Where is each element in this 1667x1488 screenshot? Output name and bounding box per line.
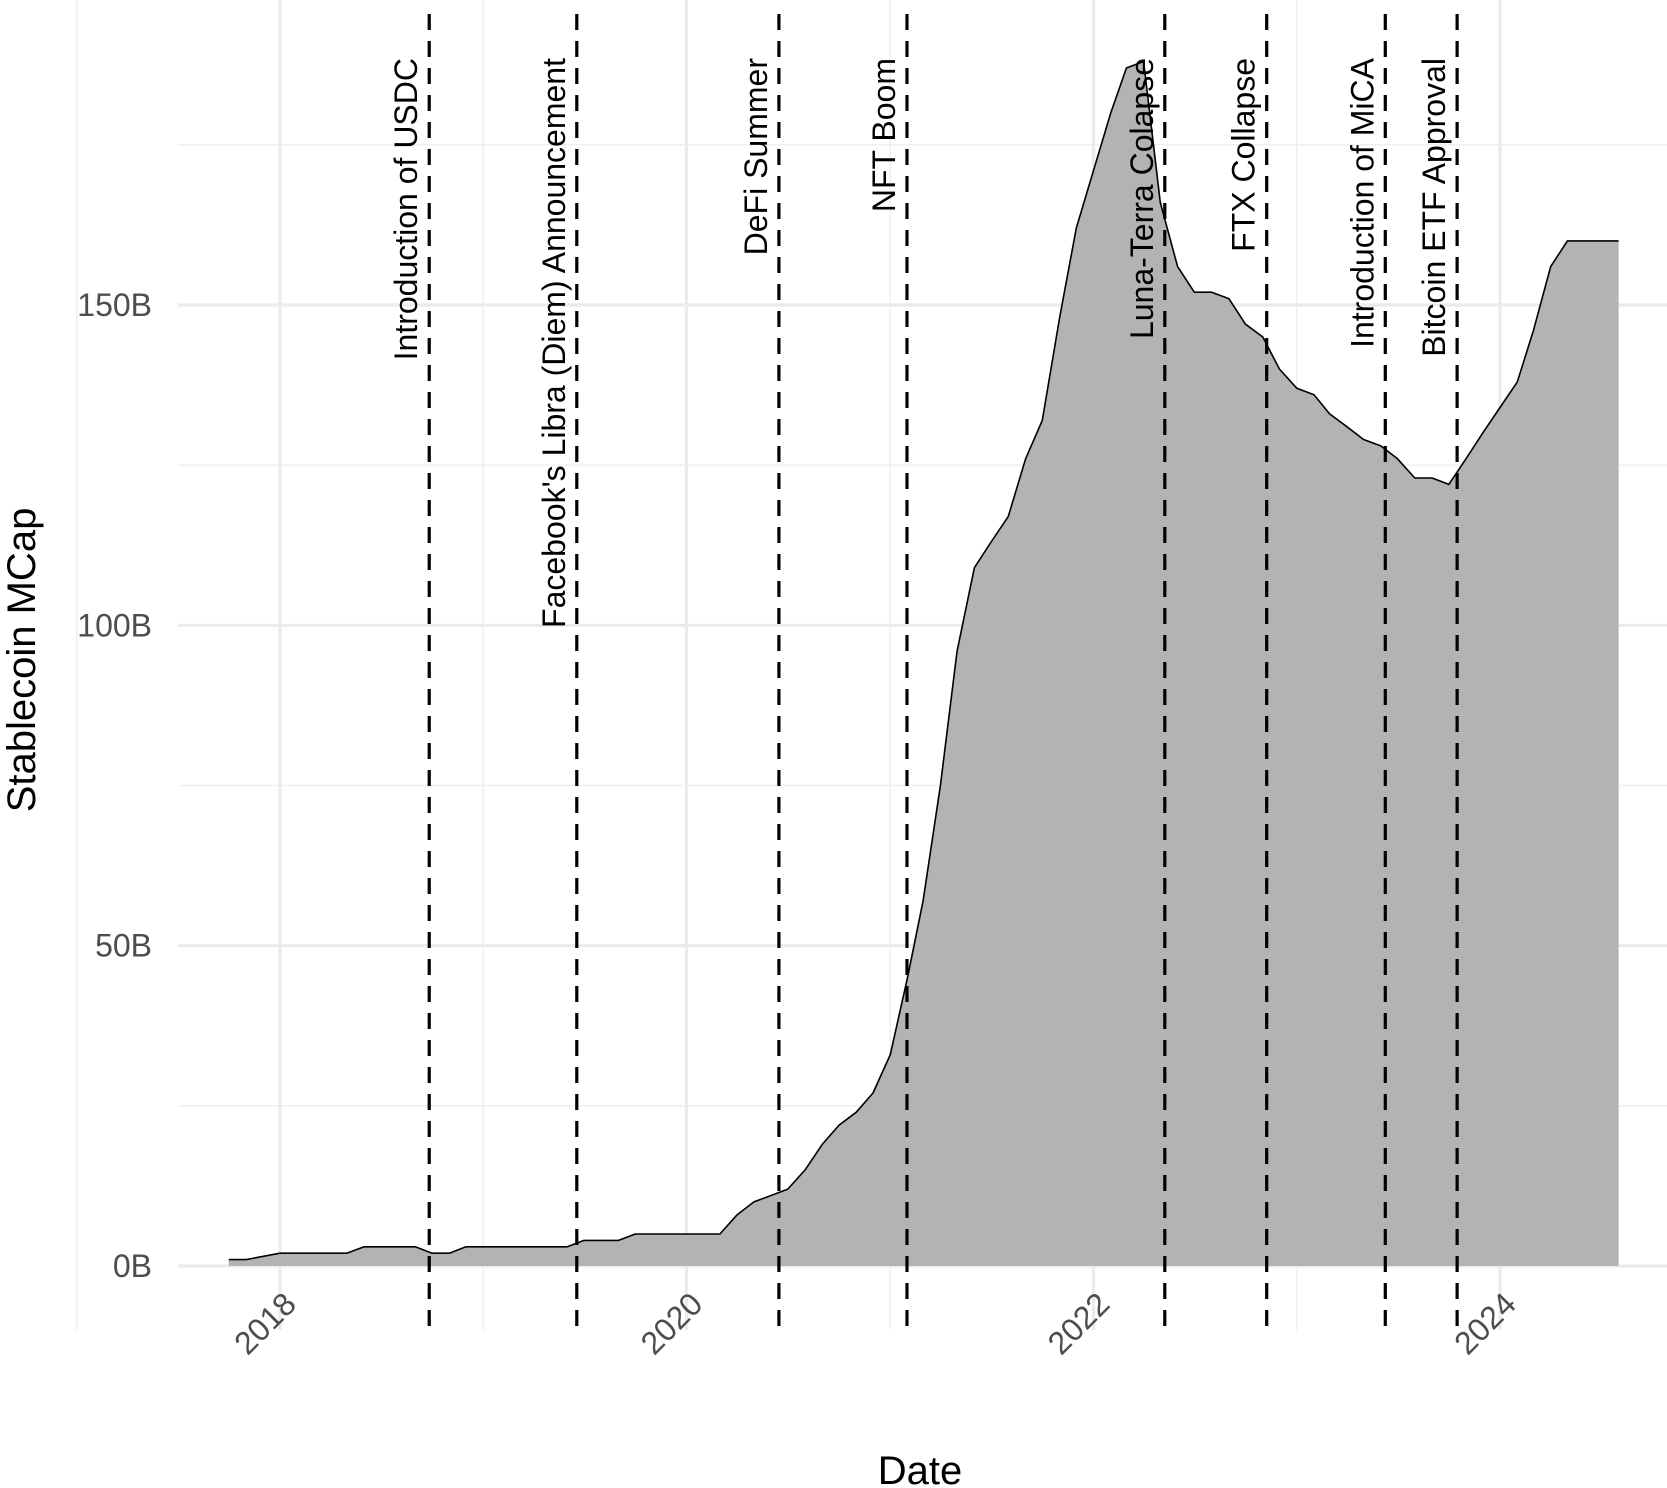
series-layer: [228, 60, 1619, 1266]
event-markers: Introduction of USDC Facebook's Libra (Di…: [388, 14, 1459, 1330]
y-tick-label: 50B: [95, 928, 152, 964]
event-label: NFT Boom: [866, 58, 902, 212]
event-label: Introduction of MiCA: [1344, 57, 1380, 348]
y-axis-tick-labels: 0B 50B 100B 150B: [77, 287, 152, 1284]
event-label: Facebook's Libra (Diem) Announcement: [536, 58, 572, 628]
area-outline: [228, 60, 1619, 1261]
y-tick-label: 100B: [77, 607, 152, 643]
x-tick-label: 2018: [227, 1285, 303, 1361]
y-tick-label: 150B: [77, 287, 152, 323]
event-label: FTX Collapse: [1226, 58, 1262, 252]
event-label: Luna-Terra Colapse: [1124, 58, 1160, 339]
y-axis-title: Stablecoin MCap: [0, 508, 44, 813]
area-fill: [228, 61, 1619, 1266]
x-axis-title: Date: [878, 1449, 963, 1488]
event-label: DeFi Summer: [738, 58, 774, 256]
x-tick-label: 2022: [1041, 1285, 1117, 1361]
x-tick-label: 2020: [634, 1285, 710, 1361]
x-axis-tick-labels: 2018 2020 2022 2024: [227, 1285, 1523, 1361]
y-tick-label: 0B: [113, 1248, 152, 1284]
event-label: Introduction of USDC: [388, 58, 424, 360]
event-label: Bitcoin ETF Approval: [1416, 58, 1452, 357]
